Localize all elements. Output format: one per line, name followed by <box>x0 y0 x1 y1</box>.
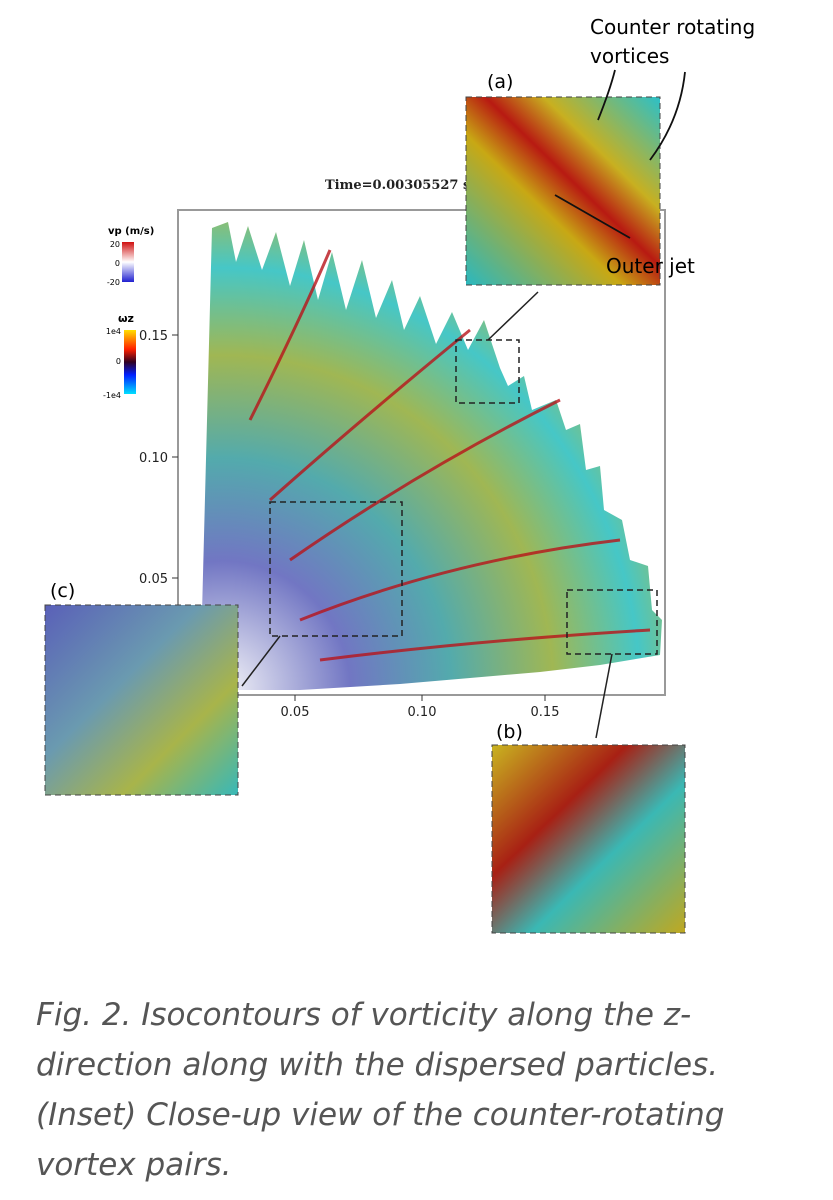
axis-ticks <box>172 334 546 701</box>
time-label: Time=0.00305527 s <box>325 178 470 193</box>
colorbar <box>122 242 134 282</box>
caption: Fig. 2. Isocontours of vorticity along t… <box>36 997 725 1183</box>
colorbar-label: 0 <box>115 259 120 268</box>
x-tick-label: 0.05 <box>281 705 310 720</box>
colorbar-labels: 1e4 0 -1e4 <box>103 327 121 400</box>
colorbar-label: 1e4 <box>106 327 121 336</box>
inset-markers <box>269 339 658 655</box>
inset-border <box>44 604 239 796</box>
jet-streaks <box>248 249 651 662</box>
x-tick-label: 0.10 <box>408 705 437 720</box>
colorbar-label: -1e4 <box>103 391 121 400</box>
colorbar-title: vp (m/s) <box>108 226 154 237</box>
colorbar-label: -20 <box>107 278 120 287</box>
x-tick-label: 0.15 <box>531 705 560 720</box>
colorbar-title: ωz <box>118 312 134 325</box>
y-tick-label: 0.15 <box>139 329 168 344</box>
colorbar <box>124 330 136 394</box>
colorbar-labels: 20 0 -20 <box>107 240 120 287</box>
vortex-field <box>200 222 662 690</box>
inset-image <box>466 97 660 285</box>
inset-arrows <box>241 291 613 739</box>
y-ticks: 0.15 0.10 0.05 <box>139 329 168 587</box>
inset-label: (a) <box>487 71 513 93</box>
inset-image <box>492 745 685 933</box>
colorbar-label: 0 <box>116 357 121 366</box>
annotation: Counter rotating <box>590 15 755 39</box>
colorbar-label: 20 <box>110 240 120 249</box>
annotation-arrows <box>554 69 686 239</box>
annotation: vortices <box>590 44 669 68</box>
inset-border <box>465 96 661 286</box>
x-ticks: 0.05 0.10 0.15 <box>281 705 560 720</box>
inset-image <box>45 605 238 795</box>
inset-label: (c) <box>50 580 75 602</box>
y-tick-label: 0.10 <box>139 451 168 466</box>
inset-label: (b) <box>496 721 523 743</box>
annotation: Outer jet <box>606 254 695 278</box>
y-tick-label: 0.05 <box>139 572 168 587</box>
